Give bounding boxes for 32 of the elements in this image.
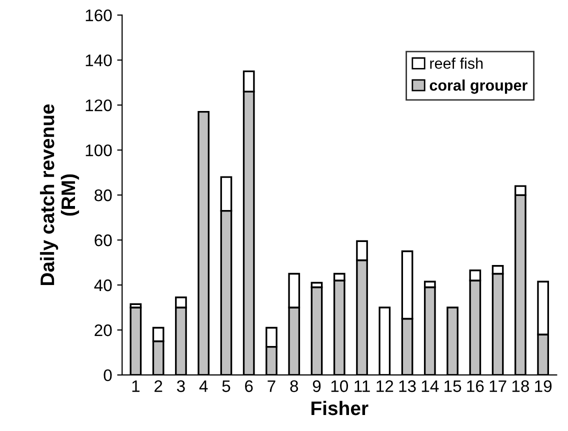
x-tick-label: 16 <box>467 380 484 392</box>
y-tick-label: 140 <box>86 54 112 66</box>
x-tick-label: 2 <box>154 380 162 392</box>
y-tick-label: 60 <box>94 234 112 246</box>
legend-label: reef fish <box>430 58 483 69</box>
x-tick-label: 3 <box>176 380 185 392</box>
x-tick-label: 7 <box>268 380 276 392</box>
legend-label: coral grouper <box>430 80 528 94</box>
x-tick-label: 5 <box>222 380 230 392</box>
y-axis-title: Daily catch revenue (RM) <box>40 104 80 286</box>
x-tick-label: 8 <box>290 380 298 392</box>
x-tick-label: 10 <box>331 380 348 392</box>
x-tick-label: 19 <box>535 380 552 392</box>
y-tick-label: 100 <box>86 144 112 156</box>
y-tick-label: 120 <box>86 99 112 112</box>
x-tick-label: 13 <box>399 380 416 392</box>
y-tick-label: 80 <box>94 189 112 202</box>
y-tick-label: 160 <box>86 9 112 22</box>
x-tick-label: 6 <box>245 380 253 392</box>
y-tick-label: 20 <box>94 324 112 336</box>
x-tick-label: 17 <box>490 380 506 392</box>
y-tick-label: 40 <box>94 279 112 292</box>
x-tick-label: 11 <box>354 380 370 392</box>
y-tick-label: 0 <box>104 369 112 382</box>
x-tick-label: 12 <box>376 380 394 392</box>
x-tick-label: 14 <box>422 380 439 392</box>
x-tick-label: 15 <box>444 380 462 392</box>
x-tick-label: 1 <box>132 380 140 392</box>
x-tick-label: 18 <box>512 380 529 392</box>
x-axis-title: Fisher <box>312 400 368 416</box>
x-tick-label: 9 <box>312 380 321 392</box>
x-tick-label: 4 <box>199 380 208 392</box>
